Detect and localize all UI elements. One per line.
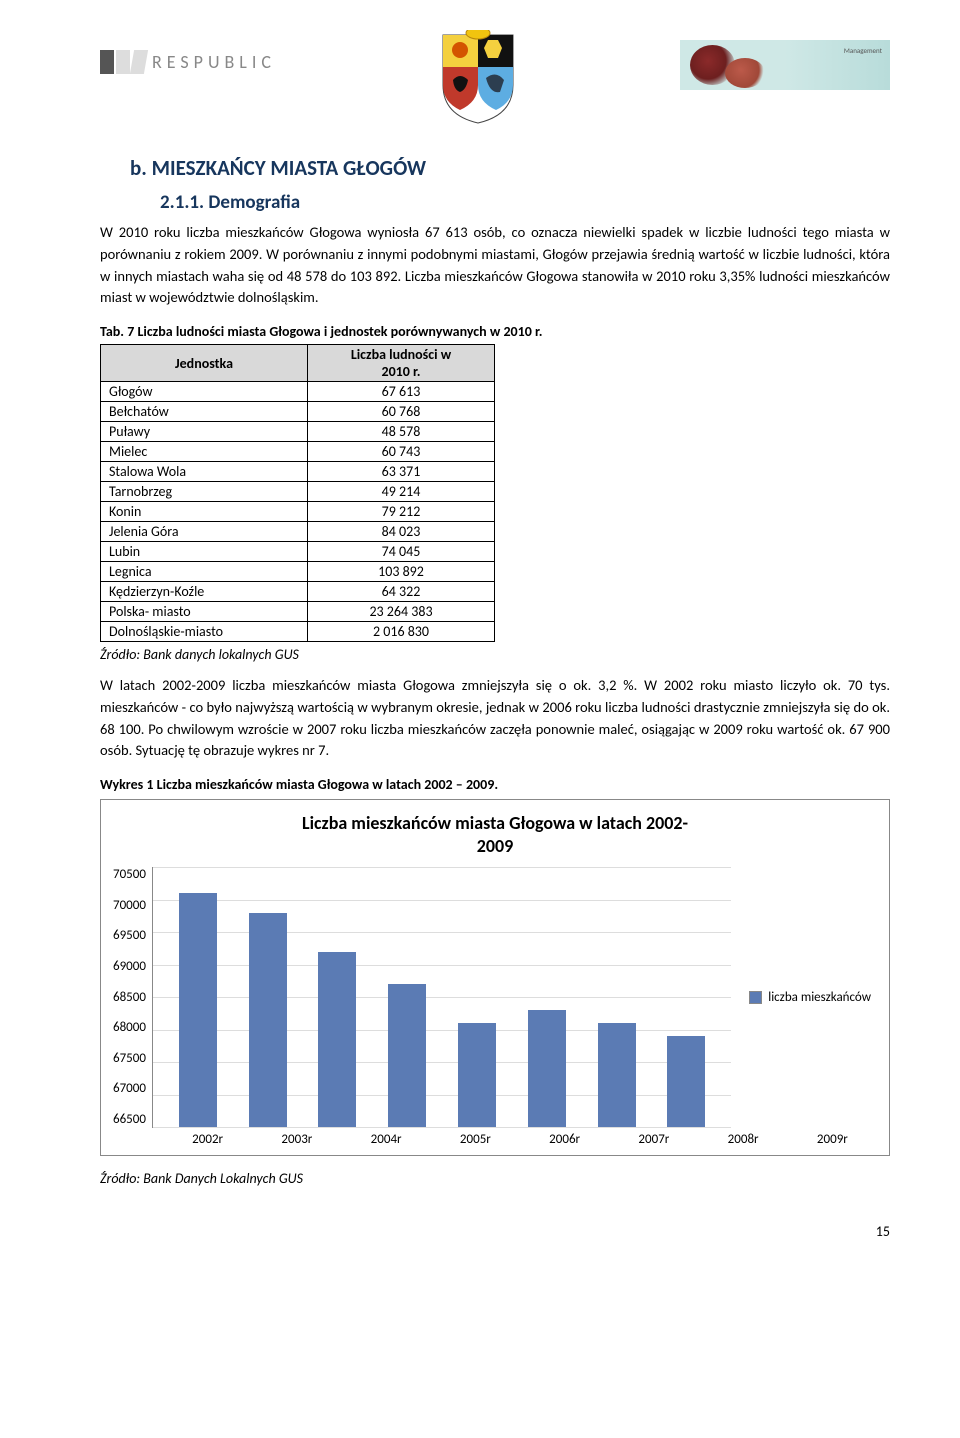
population-chart: Liczba mieszkańców miasta Głogowa w lata… bbox=[100, 799, 890, 1156]
paragraph-1: W 2010 roku liczba mieszkańców Głogowa w… bbox=[100, 222, 890, 309]
y-tick-label: 70000 bbox=[113, 898, 146, 913]
table-caption: Tab. 7 Liczba ludności miasta Głogowa i … bbox=[100, 323, 890, 340]
table-cell-value: 67 613 bbox=[308, 382, 495, 402]
table-cell-value: 74 045 bbox=[308, 542, 495, 562]
table-cell-unit: Legnica bbox=[101, 562, 308, 582]
x-tick-label: 2002r bbox=[163, 1132, 252, 1147]
y-tick-label: 66500 bbox=[113, 1112, 146, 1127]
chart-bar bbox=[249, 913, 287, 1128]
table-row: Bełchatów60 768 bbox=[101, 402, 495, 422]
table-row: Legnica103 892 bbox=[101, 562, 495, 582]
y-tick-label: 67000 bbox=[113, 1081, 146, 1096]
chart-bar bbox=[458, 1023, 496, 1127]
table-row: Puławy48 578 bbox=[101, 422, 495, 442]
table-row: Konin79 212 bbox=[101, 502, 495, 522]
table-cell-value: 60 743 bbox=[308, 442, 495, 462]
chart-caption: Wykres 1 Liczba mieszkańców miasta Głogo… bbox=[100, 776, 890, 793]
table-row: Lubin74 045 bbox=[101, 542, 495, 562]
chart-bar bbox=[388, 984, 426, 1127]
x-tick-label: 2008r bbox=[699, 1132, 788, 1147]
chart-bar bbox=[179, 893, 217, 1127]
table-source: Źródło: Bank danych lokalnych GUS bbox=[100, 646, 890, 663]
chart-bar bbox=[598, 1023, 636, 1127]
table-cell-value: 2 016 830 bbox=[308, 622, 495, 642]
page-header: RESPUBLIC Management bbox=[100, 30, 890, 125]
table-cell-unit: Jelenia Góra bbox=[101, 522, 308, 542]
y-tick-label: 69500 bbox=[113, 928, 146, 943]
table-row: Polska- miasto23 264 383 bbox=[101, 602, 495, 622]
chart-x-axis: 2002r2003r2004r2005r2006r2007r2008r2009r bbox=[163, 1132, 877, 1147]
y-tick-label: 68000 bbox=[113, 1020, 146, 1035]
table-cell-unit: Głogów bbox=[101, 382, 308, 402]
table-cell-unit: Polska- miasto bbox=[101, 602, 308, 622]
table-cell-unit: Mielec bbox=[101, 442, 308, 462]
x-tick-label: 2004r bbox=[342, 1132, 431, 1147]
y-tick-label: 69000 bbox=[113, 959, 146, 974]
table-row: Mielec60 743 bbox=[101, 442, 495, 462]
table-cell-value: 49 214 bbox=[308, 482, 495, 502]
table-cell-value: 79 212 bbox=[308, 502, 495, 522]
x-tick-label: 2003r bbox=[252, 1132, 341, 1147]
table-cell-unit: Stalowa Wola bbox=[101, 462, 308, 482]
table-cell-value: 103 892 bbox=[308, 562, 495, 582]
table-row: Dolnośląskie-miasto2 016 830 bbox=[101, 622, 495, 642]
chart-bar bbox=[528, 1010, 566, 1127]
chart-y-axis: 70500 70000 69500 69000 68500 68000 67500 67000… bbox=[113, 867, 152, 1127]
table-cell-unit: Lubin bbox=[101, 542, 308, 562]
table-row: Głogów67 613 bbox=[101, 382, 495, 402]
banner-image: Management bbox=[680, 40, 890, 90]
subsection-title: 2.1.1. Demografia bbox=[160, 191, 890, 214]
table-cell-value: 64 322 bbox=[308, 582, 495, 602]
table-cell-value: 48 578 bbox=[308, 422, 495, 442]
x-tick-label: 2006r bbox=[520, 1132, 609, 1147]
table-row: Jelenia Góra84 023 bbox=[101, 522, 495, 542]
chart-bar bbox=[318, 952, 356, 1128]
chart-source: Źródło: Bank Danych Lokalnych GUS bbox=[100, 1170, 890, 1187]
table-row: Tarnobrzeg49 214 bbox=[101, 482, 495, 502]
legend-label: liczba mieszkańców bbox=[768, 990, 871, 1005]
table-row: Stalowa Wola63 371 bbox=[101, 462, 495, 482]
table-row: Kędzierzyn-Koźle64 322 bbox=[101, 582, 495, 602]
chart-plot bbox=[152, 867, 731, 1128]
table-cell-unit: Kędzierzyn-Koźle bbox=[101, 582, 308, 602]
chart-legend: liczba mieszkańców bbox=[731, 990, 877, 1005]
brand-text: RESPUBLIC bbox=[152, 51, 276, 73]
table-cell-value: 84 023 bbox=[308, 522, 495, 542]
chart-title: Liczba mieszkańców miasta Głogowa w lata… bbox=[113, 812, 877, 857]
table-header-pop: Liczba ludności w 2010 r. bbox=[308, 345, 495, 382]
population-table: Jednostka Liczba ludności w 2010 r. Głog… bbox=[100, 344, 495, 642]
table-cell-unit: Bełchatów bbox=[101, 402, 308, 422]
table-cell-value: 23 264 383 bbox=[308, 602, 495, 622]
table-cell-value: 63 371 bbox=[308, 462, 495, 482]
brand-logo: RESPUBLIC bbox=[100, 50, 276, 74]
table-cell-unit: Tarnobrzeg bbox=[101, 482, 308, 502]
table-cell-unit: Puławy bbox=[101, 422, 308, 442]
paragraph-2: W latach 2002-2009 liczba mieszkańców mi… bbox=[100, 675, 890, 762]
section-title: b. MIESZKAŃCY MIASTA GŁOGÓW bbox=[130, 155, 890, 181]
table-cell-value: 60 768 bbox=[308, 402, 495, 422]
chart-bar bbox=[667, 1036, 705, 1127]
y-tick-label: 68500 bbox=[113, 990, 146, 1005]
page-number: 15 bbox=[100, 1223, 890, 1240]
table-cell-unit: Dolnośląskie-miasto bbox=[101, 622, 308, 642]
x-tick-label: 2007r bbox=[609, 1132, 698, 1147]
x-tick-label: 2009r bbox=[788, 1132, 877, 1147]
x-tick-label: 2005r bbox=[431, 1132, 520, 1147]
table-header-unit: Jednostka bbox=[101, 345, 308, 382]
coat-of-arms bbox=[438, 30, 518, 125]
y-tick-label: 67500 bbox=[113, 1051, 146, 1066]
y-tick-label: 70500 bbox=[113, 867, 146, 882]
table-cell-unit: Konin bbox=[101, 502, 308, 522]
